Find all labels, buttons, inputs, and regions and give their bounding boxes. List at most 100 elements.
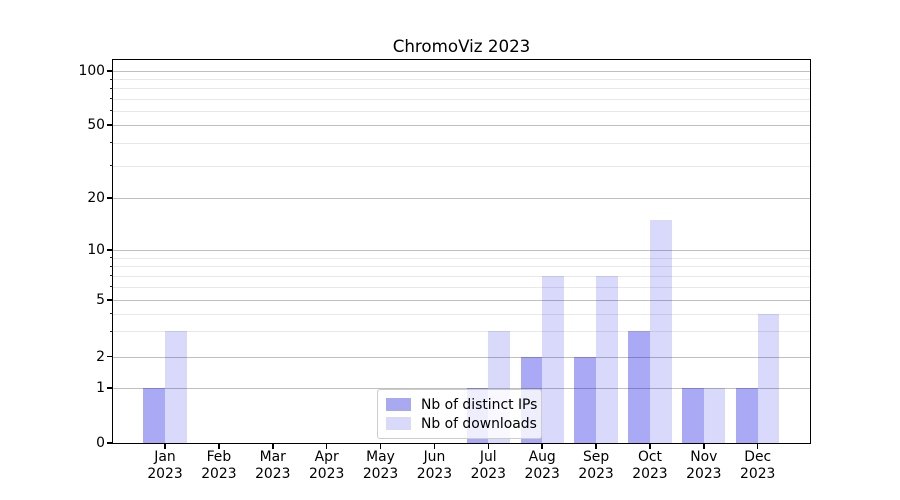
y-gridline-minor — [113, 275, 810, 277]
y-tick-mark-minor — [110, 257, 113, 259]
y-tick-mark-minor — [110, 330, 113, 332]
x-tick-month: Feb — [206, 449, 232, 465]
x-tick-mark — [325, 444, 328, 449]
y-tick-mark-minor — [110, 110, 113, 112]
y-tick-label: 2 — [96, 348, 105, 365]
y-gridline-major — [113, 250, 810, 251]
x-tick-month: Apr — [314, 449, 339, 465]
y-gridline-minor — [113, 88, 810, 90]
x-tick-label: Apr 2023 — [295, 449, 359, 483]
x-tick-year: 2023 — [740, 466, 776, 482]
y-gridline-minor — [113, 286, 810, 288]
y-tick-label: 0 — [96, 435, 105, 451]
y-tick-mark — [107, 442, 113, 444]
legend-item-distinct-ips: Nb of distinct IPs — [378, 395, 541, 414]
x-tick-label: Sep 2023 — [564, 449, 628, 483]
chart-title: ChromoViz 2023 — [392, 36, 531, 56]
x-tick-mark — [541, 444, 543, 449]
x-tick-mark — [595, 444, 597, 449]
x-tick-mark — [164, 444, 166, 449]
x-tick-month: Mar — [259, 449, 286, 465]
y-tick-label: 1 — [96, 380, 105, 396]
x-tick-year: 2023 — [686, 466, 722, 482]
x-tick-mark — [379, 444, 382, 449]
x-tick-mark — [487, 444, 490, 449]
x-tick-year: 2023 — [255, 466, 291, 482]
x-tick-label: Jul 2023 — [456, 449, 520, 483]
y-gridline-minor — [113, 266, 810, 268]
y-gridline-minor — [113, 165, 810, 167]
bar-nb-of-distinct-ips-oct — [628, 331, 650, 443]
y-gridline-minor — [113, 142, 810, 144]
x-tick-year: 2023 — [362, 466, 399, 482]
x-tick-label: Feb 2023 — [187, 449, 251, 483]
x-tick-label: Jun 2023 — [402, 449, 466, 483]
y-tick-mark-minor — [110, 142, 113, 144]
y-tick-mark-minor — [110, 265, 113, 267]
y-tick-mark — [107, 387, 113, 389]
x-tick-label: May 2023 — [349, 449, 413, 483]
x-tick-label: Dec 2023 — [726, 449, 790, 483]
legend-swatch-downloads — [386, 417, 411, 430]
x-tick-year: 2023 — [416, 466, 453, 482]
x-tick-label: Nov 2023 — [672, 449, 736, 483]
y-tick-mark — [107, 70, 113, 72]
legend: Nb of distinct IPs Nb of downloads — [377, 389, 542, 439]
y-tick-mark-minor — [110, 98, 113, 100]
x-tick-month: Nov — [690, 449, 718, 465]
y-gridline-major — [113, 125, 810, 126]
bar-nb-of-downloads-jan — [165, 331, 187, 443]
x-tick-month: Aug — [528, 449, 556, 465]
y-gridline-major — [113, 198, 810, 199]
y-gridline-minor — [113, 110, 810, 112]
y-tick-mark — [107, 355, 113, 358]
y-gridline-major — [113, 71, 810, 72]
y-gridline-major — [113, 356, 810, 358]
y-tick-label: 50 — [87, 117, 105, 133]
y-gridline-major — [113, 388, 810, 389]
y-tick-mark-minor — [110, 275, 113, 277]
legend-label-downloads: Nb of downloads — [421, 415, 537, 432]
y-tick-mark — [107, 124, 113, 126]
x-tick-year: 2023 — [308, 466, 345, 482]
x-tick-mark — [756, 444, 759, 449]
y-gridline-minor — [113, 257, 810, 259]
y-gridline-minor — [113, 331, 810, 333]
y-tick-mark-minor — [110, 87, 113, 89]
bar-nb-of-downloads-dec — [757, 313, 780, 443]
y-tick-mark-minor — [110, 165, 113, 167]
y-tick-label: 20 — [87, 190, 105, 206]
x-tick-year: 2023 — [524, 466, 560, 482]
x-tick-year: 2023 — [578, 466, 614, 482]
x-tick-month: Jul — [479, 449, 497, 465]
x-tick-month: Sep — [582, 449, 610, 465]
x-tick-year: 2023 — [470, 466, 506, 482]
x-tick-label: Mar 2023 — [241, 449, 305, 483]
plot-area — [113, 60, 810, 443]
bar-nb-of-downloads-aug — [542, 275, 564, 443]
x-tick-month: Jun — [423, 449, 446, 465]
x-tick-mark — [649, 444, 651, 449]
x-tick-month: Dec — [744, 449, 772, 465]
x-tick-month: May — [366, 449, 395, 465]
bar-nb-of-downloads-oct — [649, 219, 672, 443]
bar-nb-of-distinct-ips-nov — [682, 388, 704, 443]
x-tick-label: Jan 2023 — [133, 449, 197, 483]
bar-nb-of-distinct-ips-sep — [574, 356, 597, 443]
y-gridline-minor — [113, 79, 810, 81]
x-tick-year: 2023 — [201, 466, 237, 482]
y-tick-mark-minor — [110, 78, 113, 80]
legend-swatch-distinct-ips — [386, 398, 411, 411]
x-tick-mark — [433, 444, 436, 449]
bar-nb-of-downloads-sep — [596, 275, 618, 443]
y-gridline-minor — [113, 313, 810, 315]
y-tick-mark — [107, 249, 113, 251]
bar-nb-of-distinct-ips-jan — [143, 388, 165, 443]
y-tick-mark — [107, 197, 113, 199]
legend-item-downloads: Nb of downloads — [378, 414, 541, 433]
bar-nb-of-downloads-nov — [703, 388, 726, 443]
y-tick-mark-minor — [110, 286, 113, 288]
x-tick-year: 2023 — [632, 466, 668, 482]
y-tick-label: 100 — [78, 63, 105, 79]
